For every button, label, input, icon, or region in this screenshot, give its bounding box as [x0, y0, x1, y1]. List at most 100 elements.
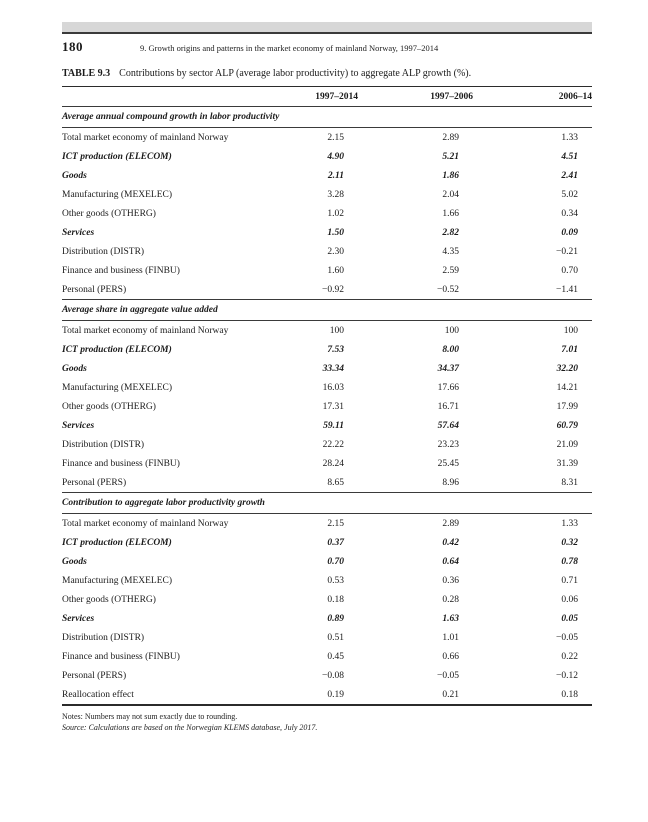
cell-value: 2.11	[327, 170, 344, 181]
source-line: Source: Calculations are based on the No…	[62, 723, 318, 732]
cell-value: 0.36	[442, 575, 459, 586]
cell-value: 2.15	[327, 132, 344, 143]
cell-value: −0.92	[322, 284, 344, 295]
row-label: Total market economy of mainland Norway	[62, 518, 229, 529]
row-label: Manufacturing (MEXELEC)	[62, 189, 173, 200]
cell-value: 0.71	[561, 575, 578, 586]
cell-value: 0.32	[561, 537, 578, 548]
cell-value: 34.37	[437, 363, 459, 374]
cell-value: 0.18	[327, 594, 344, 605]
cell-value: −0.05	[556, 632, 578, 643]
row-label: Reallocation effect	[62, 689, 134, 700]
row-label: Finance and business (FINBU)	[62, 265, 180, 276]
cell-value: 2.59	[442, 265, 459, 276]
cell-value: 5.21	[442, 151, 459, 162]
page-content: 180 9. Growth origins and patterns in th…	[62, 22, 592, 733]
cell-value: 1.33	[561, 518, 578, 529]
cell-value: 1.63	[442, 613, 459, 624]
row-label: Finance and business (FINBU)	[62, 458, 180, 469]
book-page: { "page": { "number": "180", "running_he…	[0, 22, 648, 822]
cell-value: 0.21	[442, 689, 459, 700]
table-row: Reallocation effect 0.19 0.21 0.18	[62, 685, 592, 705]
cell-value: 0.66	[442, 651, 459, 662]
table-notes: Notes: Numbers may not sum exactly due t…	[62, 711, 592, 733]
cell-value: −0.21	[556, 246, 578, 257]
row-label: Other goods (OTHERG)	[62, 594, 156, 605]
cell-value: 100	[329, 325, 344, 336]
row-label: Manufacturing (MEXELEC)	[62, 382, 173, 393]
column-header-row: 1997–2014 1997–2006 2006–14	[62, 86, 592, 107]
running-head: 180 9. Growth origins and patterns in th…	[62, 39, 592, 57]
table-row: Manufacturing (MEXELEC) 3.28 2.04 5.02	[62, 185, 592, 204]
table-row: Goods 2.11 1.86 2.41	[62, 166, 592, 185]
cell-value: 59.11	[323, 420, 344, 431]
table-row: ICT production (ELECOM) 0.37 0.42 0.32	[62, 533, 592, 552]
table-caption: TABLE 9.3 Contributions by sector ALP (av…	[62, 68, 592, 79]
cell-value: 1.50	[327, 227, 344, 238]
table-row: Services 1.50 2.82 0.09	[62, 223, 592, 242]
table-row: Other goods (OTHERG) 17.31 16.71 17.99	[62, 397, 592, 416]
row-label: Distribution (DISTR)	[62, 246, 145, 257]
cell-value: 0.89	[327, 613, 344, 624]
cell-value: 0.37	[327, 537, 344, 548]
table-row: Total market economy of mainland Norway 2…	[62, 514, 592, 534]
cell-value: 2.04	[442, 189, 459, 200]
row-label: Personal (PERS)	[62, 670, 127, 681]
page-number: 180	[62, 39, 83, 54]
column-header-2006-14: 2006–14	[473, 86, 592, 107]
cell-value: 0.64	[442, 556, 459, 567]
cell-value: 1.02	[327, 208, 344, 219]
cell-value: 8.00	[442, 344, 459, 355]
cell-value: 16.71	[437, 401, 459, 412]
section-header-row: Contribution to aggregate labor producti…	[62, 492, 592, 514]
cell-value: −0.52	[437, 284, 459, 295]
row-label: Goods	[62, 363, 87, 374]
cell-value: 1.86	[442, 170, 459, 181]
cell-value: 2.15	[327, 518, 344, 529]
table-row: Personal (PERS) −0.08 −0.05 −0.12	[62, 666, 592, 685]
cell-value: 5.02	[561, 189, 578, 200]
cell-value: 7.01	[561, 344, 578, 355]
cell-value: 8.31	[561, 477, 578, 488]
table-row: ICT production (ELECOM) 7.53 8.00 7.01	[62, 340, 592, 359]
table-row: Goods 33.34 34.37 32.20	[62, 359, 592, 378]
cell-value: 17.99	[556, 401, 578, 412]
section-header: Contribution to aggregate labor producti…	[62, 492, 592, 514]
section-header-row: Average annual compound growth in labor …	[62, 106, 592, 128]
table-row: Goods 0.70 0.64 0.78	[62, 552, 592, 571]
table-body: Average annual compound growth in labor …	[62, 106, 592, 706]
cell-value: 31.39	[556, 458, 578, 469]
table-row: Finance and business (FINBU) 0.45 0.66 0.22	[62, 647, 592, 666]
row-label: Services	[62, 613, 95, 624]
cell-value: 2.89	[442, 518, 459, 529]
chapter-running-title: 9. Growth origins and patterns in the ma…	[140, 43, 439, 53]
cell-value: 2.89	[442, 132, 459, 143]
row-label: Total market economy of mainland Norway	[62, 325, 229, 336]
row-label: Goods	[62, 170, 87, 181]
cell-value: 1.01	[442, 632, 459, 643]
row-label: Personal (PERS)	[62, 284, 127, 295]
cell-value: 1.33	[561, 132, 578, 143]
table-row: Total market economy of mainland Norway 1…	[62, 321, 592, 341]
table-row: Manufacturing (MEXELEC) 0.53 0.36 0.71	[62, 571, 592, 590]
cell-value: 0.09	[561, 227, 578, 238]
cell-value: 0.53	[327, 575, 344, 586]
cell-value: 25.45	[437, 458, 459, 469]
table-caption-text: Contributions by sector ALP (average lab…	[119, 68, 472, 79]
cell-value: 0.70	[327, 556, 344, 567]
table-row: Manufacturing (MEXELEC) 16.03 17.66 14.21	[62, 378, 592, 397]
cell-value: 0.19	[327, 689, 344, 700]
row-label: Manufacturing (MEXELEC)	[62, 575, 173, 586]
table-row: Personal (PERS) 8.65 8.96 8.31	[62, 473, 592, 493]
cell-value: 22.22	[322, 439, 344, 450]
cell-value: 8.96	[442, 477, 459, 488]
row-label: Services	[62, 227, 95, 238]
cell-value: 3.28	[327, 189, 344, 200]
cell-value: 16.03	[322, 382, 344, 393]
cell-value: 0.70	[561, 265, 578, 276]
cell-value: −1.41	[556, 284, 578, 295]
section-header: Average share in aggregate value added	[62, 299, 592, 321]
cell-value: 1.66	[442, 208, 459, 219]
cell-value: 32.20	[556, 363, 578, 374]
table-number-label: TABLE 9.3	[62, 68, 111, 79]
